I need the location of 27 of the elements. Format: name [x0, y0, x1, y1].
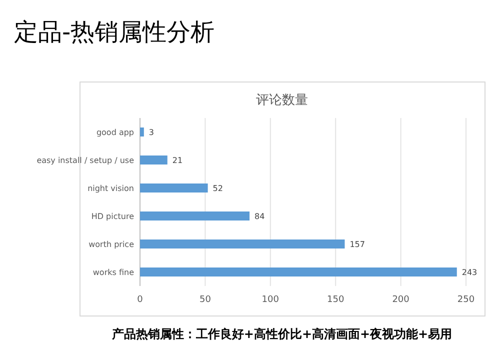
data-label: 3: [148, 128, 154, 137]
chart-title: 评论数量: [256, 93, 308, 108]
y-tick-label: good app: [96, 128, 134, 137]
x-tick-label: 50: [199, 295, 212, 305]
text: 定品-热销属性分析: [14, 18, 215, 46]
y-tick-label: HD picture: [91, 212, 134, 221]
bar: [140, 184, 208, 192]
y-tick-label: night vision: [88, 184, 134, 193]
data-label: 84: [254, 212, 265, 221]
data-label: 21: [172, 156, 183, 165]
data-label: 157: [350, 240, 366, 249]
x-tick-label: 250: [457, 295, 475, 305]
x-tick-label: 100: [262, 295, 280, 305]
bar: [140, 128, 144, 136]
bar: [140, 268, 457, 276]
x-tick-label: 200: [392, 295, 410, 305]
y-tick-label: easy install / setup / use: [36, 156, 134, 165]
text: 产品热销属性：工作良好+高性价比+高清画面+夜视功能+易用: [110, 327, 452, 341]
y-tick-label: worth price: [88, 240, 134, 249]
bar: [140, 212, 250, 220]
data-label: 243: [462, 268, 478, 277]
bar: [140, 240, 345, 248]
x-tick-label: 150: [327, 295, 344, 305]
y-tick-label: works fine: [92, 268, 134, 277]
bar: [140, 156, 168, 164]
x-tick-label: 0: [137, 295, 144, 305]
data-label: 52: [212, 184, 223, 193]
